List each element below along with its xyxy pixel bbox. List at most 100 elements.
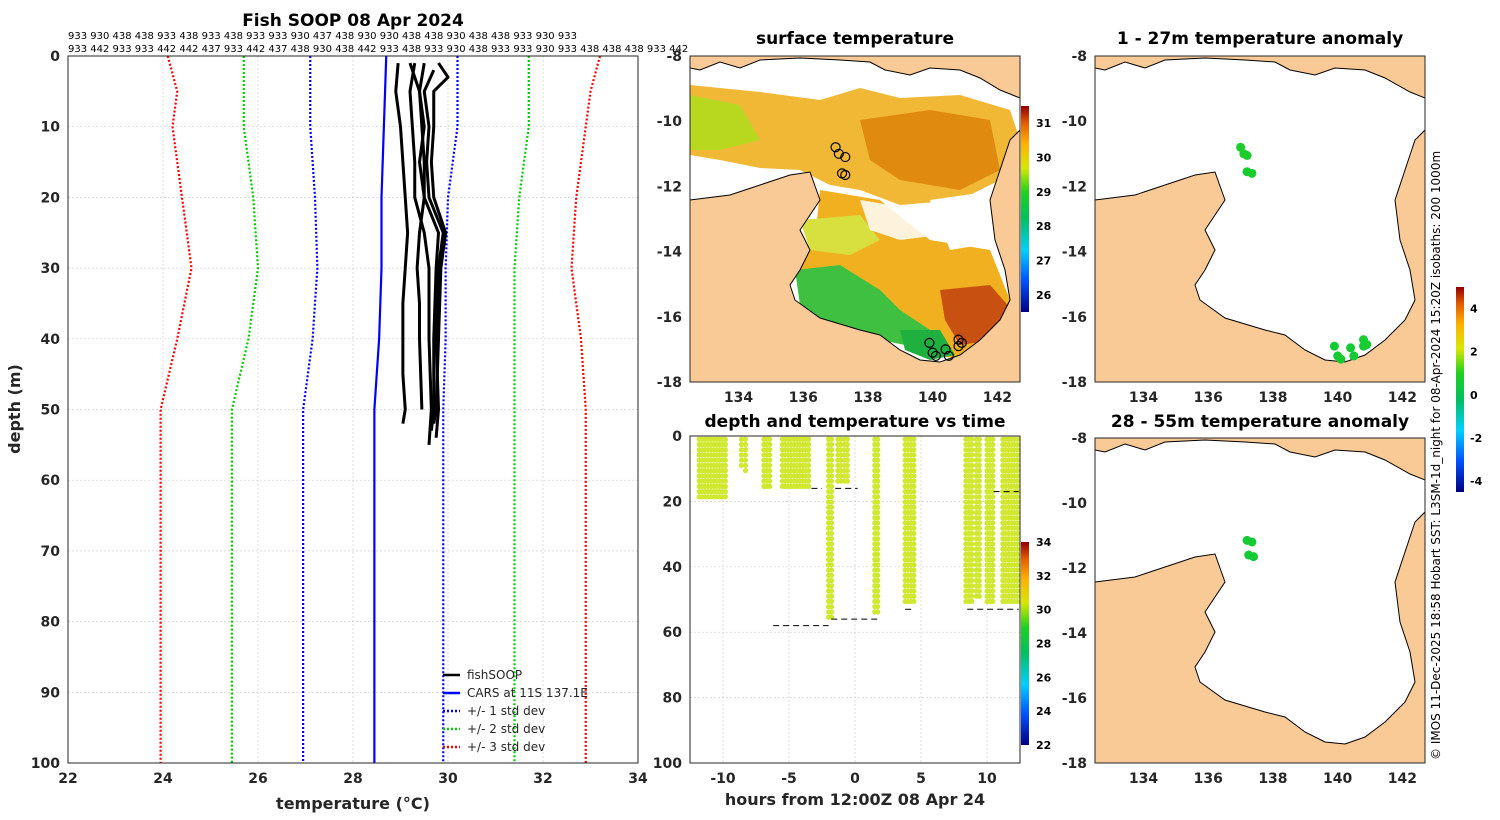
depth-time-point (990, 588, 996, 594)
depth-time-point (844, 441, 850, 448)
profile-grid (67, 55, 639, 764)
depth-time-point (969, 541, 975, 547)
profile-y-tick-labels: 0 10 20 30 40 50 60 70 80 90 100 (31, 49, 60, 772)
profile-x-tick: 30 (438, 771, 458, 787)
depth-time-x-tick: 10 (977, 771, 997, 787)
fishsoop-cast-line (394, 62, 410, 424)
depth-time-point (911, 494, 917, 500)
depth-time-point (844, 478, 850, 484)
depth-time-point (969, 551, 975, 557)
profile-line--2-std-dev (230, 56, 260, 763)
depth-time-point (875, 457, 881, 463)
depth-time-point (1014, 525, 1020, 531)
depth-time-point (875, 468, 881, 474)
depth-time-point (875, 572, 881, 578)
map-x-tick: 136 (789, 390, 818, 406)
depth-time-point (911, 499, 917, 505)
sst-colorbar-tick: 26 (1036, 289, 1052, 302)
depth-time-point (875, 551, 881, 557)
depth-time-point (742, 452, 749, 458)
surface-temperature-map: 134 136 138 140 142 -8 -10 -12 -14 -16 -18 surfac… (657, 29, 1052, 406)
fishsoop-cast-line (429, 62, 450, 424)
depth-time-point (828, 614, 835, 620)
depth-time-point (969, 452, 975, 458)
depth-time-frame (689, 435, 1021, 764)
map-y-tick: -16 (1062, 310, 1087, 326)
map3-anomaly-points (1242, 535, 1259, 562)
depth-time-point (1014, 515, 1020, 521)
depth-time-point (738, 447, 745, 453)
profile-series-lines (159, 55, 602, 763)
sst-orange-core (860, 110, 1000, 190)
depth-time-point (875, 593, 881, 599)
depth-time-point (969, 598, 975, 605)
depth-time-point (875, 557, 881, 563)
depth-time-point (767, 468, 773, 474)
depth-time-point (911, 598, 917, 605)
depth-time-point (742, 436, 749, 442)
depth-time-point (1014, 509, 1020, 516)
depth-time-point (990, 598, 996, 605)
depth-time-point (976, 577, 982, 584)
sst-colorbar-tick-labels: 26 27 28 29 30 31 (1036, 117, 1052, 302)
map-y-tick: -18 (1062, 756, 1087, 772)
depth-time-point (844, 447, 850, 453)
depth-time-x-tick-labels: -10 -5 0 5 10 (710, 771, 997, 787)
depth-time-point (976, 509, 982, 516)
depth-time-point (911, 536, 917, 542)
depth-time-point (1014, 452, 1020, 458)
anomaly-colorbar-tick: -4 (1470, 475, 1483, 488)
depth-time-point (1014, 468, 1020, 474)
depth-time-point (1014, 478, 1020, 484)
depth-time-point (722, 447, 728, 453)
depth-time-y-tick: 100 (653, 756, 682, 772)
depth-time-x-tick: 5 (916, 771, 926, 787)
profile-x-tick: 34 (628, 771, 648, 787)
station-marker (953, 341, 964, 352)
map-y-tick: -10 (1062, 496, 1088, 512)
depth-time-point (976, 462, 982, 469)
profile-line-cars-at-11s-137-1e (373, 55, 388, 763)
depth-time-point (969, 457, 975, 463)
legend-label-cars: CARS at 11S 137.1E (467, 686, 588, 700)
depth-time-point (976, 593, 982, 599)
sst-field (690, 85, 1020, 360)
depth-time-point (844, 468, 850, 474)
profile-y-tick: 0 (50, 49, 60, 65)
depth-time-point (969, 520, 975, 526)
depth-time-point (875, 598, 881, 605)
depth-time-point (828, 447, 835, 453)
depth-time-point (875, 447, 881, 453)
depth-time-point (828, 478, 835, 484)
sst-cloud-gap-middle (860, 200, 940, 240)
depth-time-point (990, 536, 996, 542)
map2-land-south (1095, 129, 1425, 382)
depth-time-points (696, 436, 1020, 627)
depth-time-point (722, 462, 728, 469)
map-x-tick: 140 (918, 390, 947, 406)
map-x-tick: 142 (1388, 771, 1417, 787)
depth-time-point (976, 488, 982, 495)
profile-y-tick: 50 (41, 403, 61, 419)
depth-time-point (911, 593, 917, 599)
depth-time-point (828, 509, 835, 516)
profile-line--3-std-dev (570, 55, 602, 763)
anomaly-point (1247, 537, 1257, 547)
map-x-tick: 138 (1258, 390, 1287, 406)
depth-time-point (911, 515, 917, 521)
depth-time-point (990, 509, 996, 516)
depth-time-point (844, 452, 850, 458)
depth-time-point (767, 452, 773, 458)
profile-x-tick-labels: 22 24 26 28 30 32 34 (58, 771, 648, 787)
depth-time-x-tick: 0 (850, 771, 860, 787)
depth-time-x-tick: -5 (781, 771, 797, 787)
depth-time-point (976, 473, 982, 479)
profile-top-labels-row2: 933 442 933 933 442 442 437 933 442 437 … (68, 44, 688, 55)
sst-green-south (795, 265, 930, 350)
depth-time-point (990, 572, 996, 578)
depth-time-point (738, 452, 745, 458)
depth-time-point (1014, 457, 1020, 463)
depth-time-point (976, 588, 982, 594)
depth-time-point (976, 483, 982, 489)
